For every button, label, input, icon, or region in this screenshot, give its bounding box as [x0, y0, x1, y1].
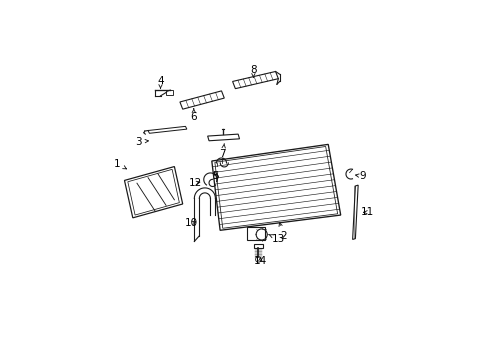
Text: 5: 5	[212, 171, 219, 181]
Bar	[166, 90, 173, 95]
Text: 7: 7	[219, 144, 226, 159]
Text: 1: 1	[114, 159, 126, 169]
Text: 11: 11	[360, 207, 373, 217]
Bar	[254, 244, 262, 248]
Bar	[247, 227, 265, 240]
Text: 12: 12	[188, 178, 202, 188]
Text: 14: 14	[253, 256, 266, 266]
Text: 13: 13	[268, 234, 285, 244]
Text: 3: 3	[135, 136, 148, 147]
Text: 2: 2	[279, 223, 286, 241]
Text: 8: 8	[249, 64, 256, 77]
Text: 10: 10	[184, 219, 197, 228]
Text: 4: 4	[157, 76, 163, 89]
Text: 6: 6	[190, 109, 197, 122]
Text: 9: 9	[355, 171, 366, 181]
